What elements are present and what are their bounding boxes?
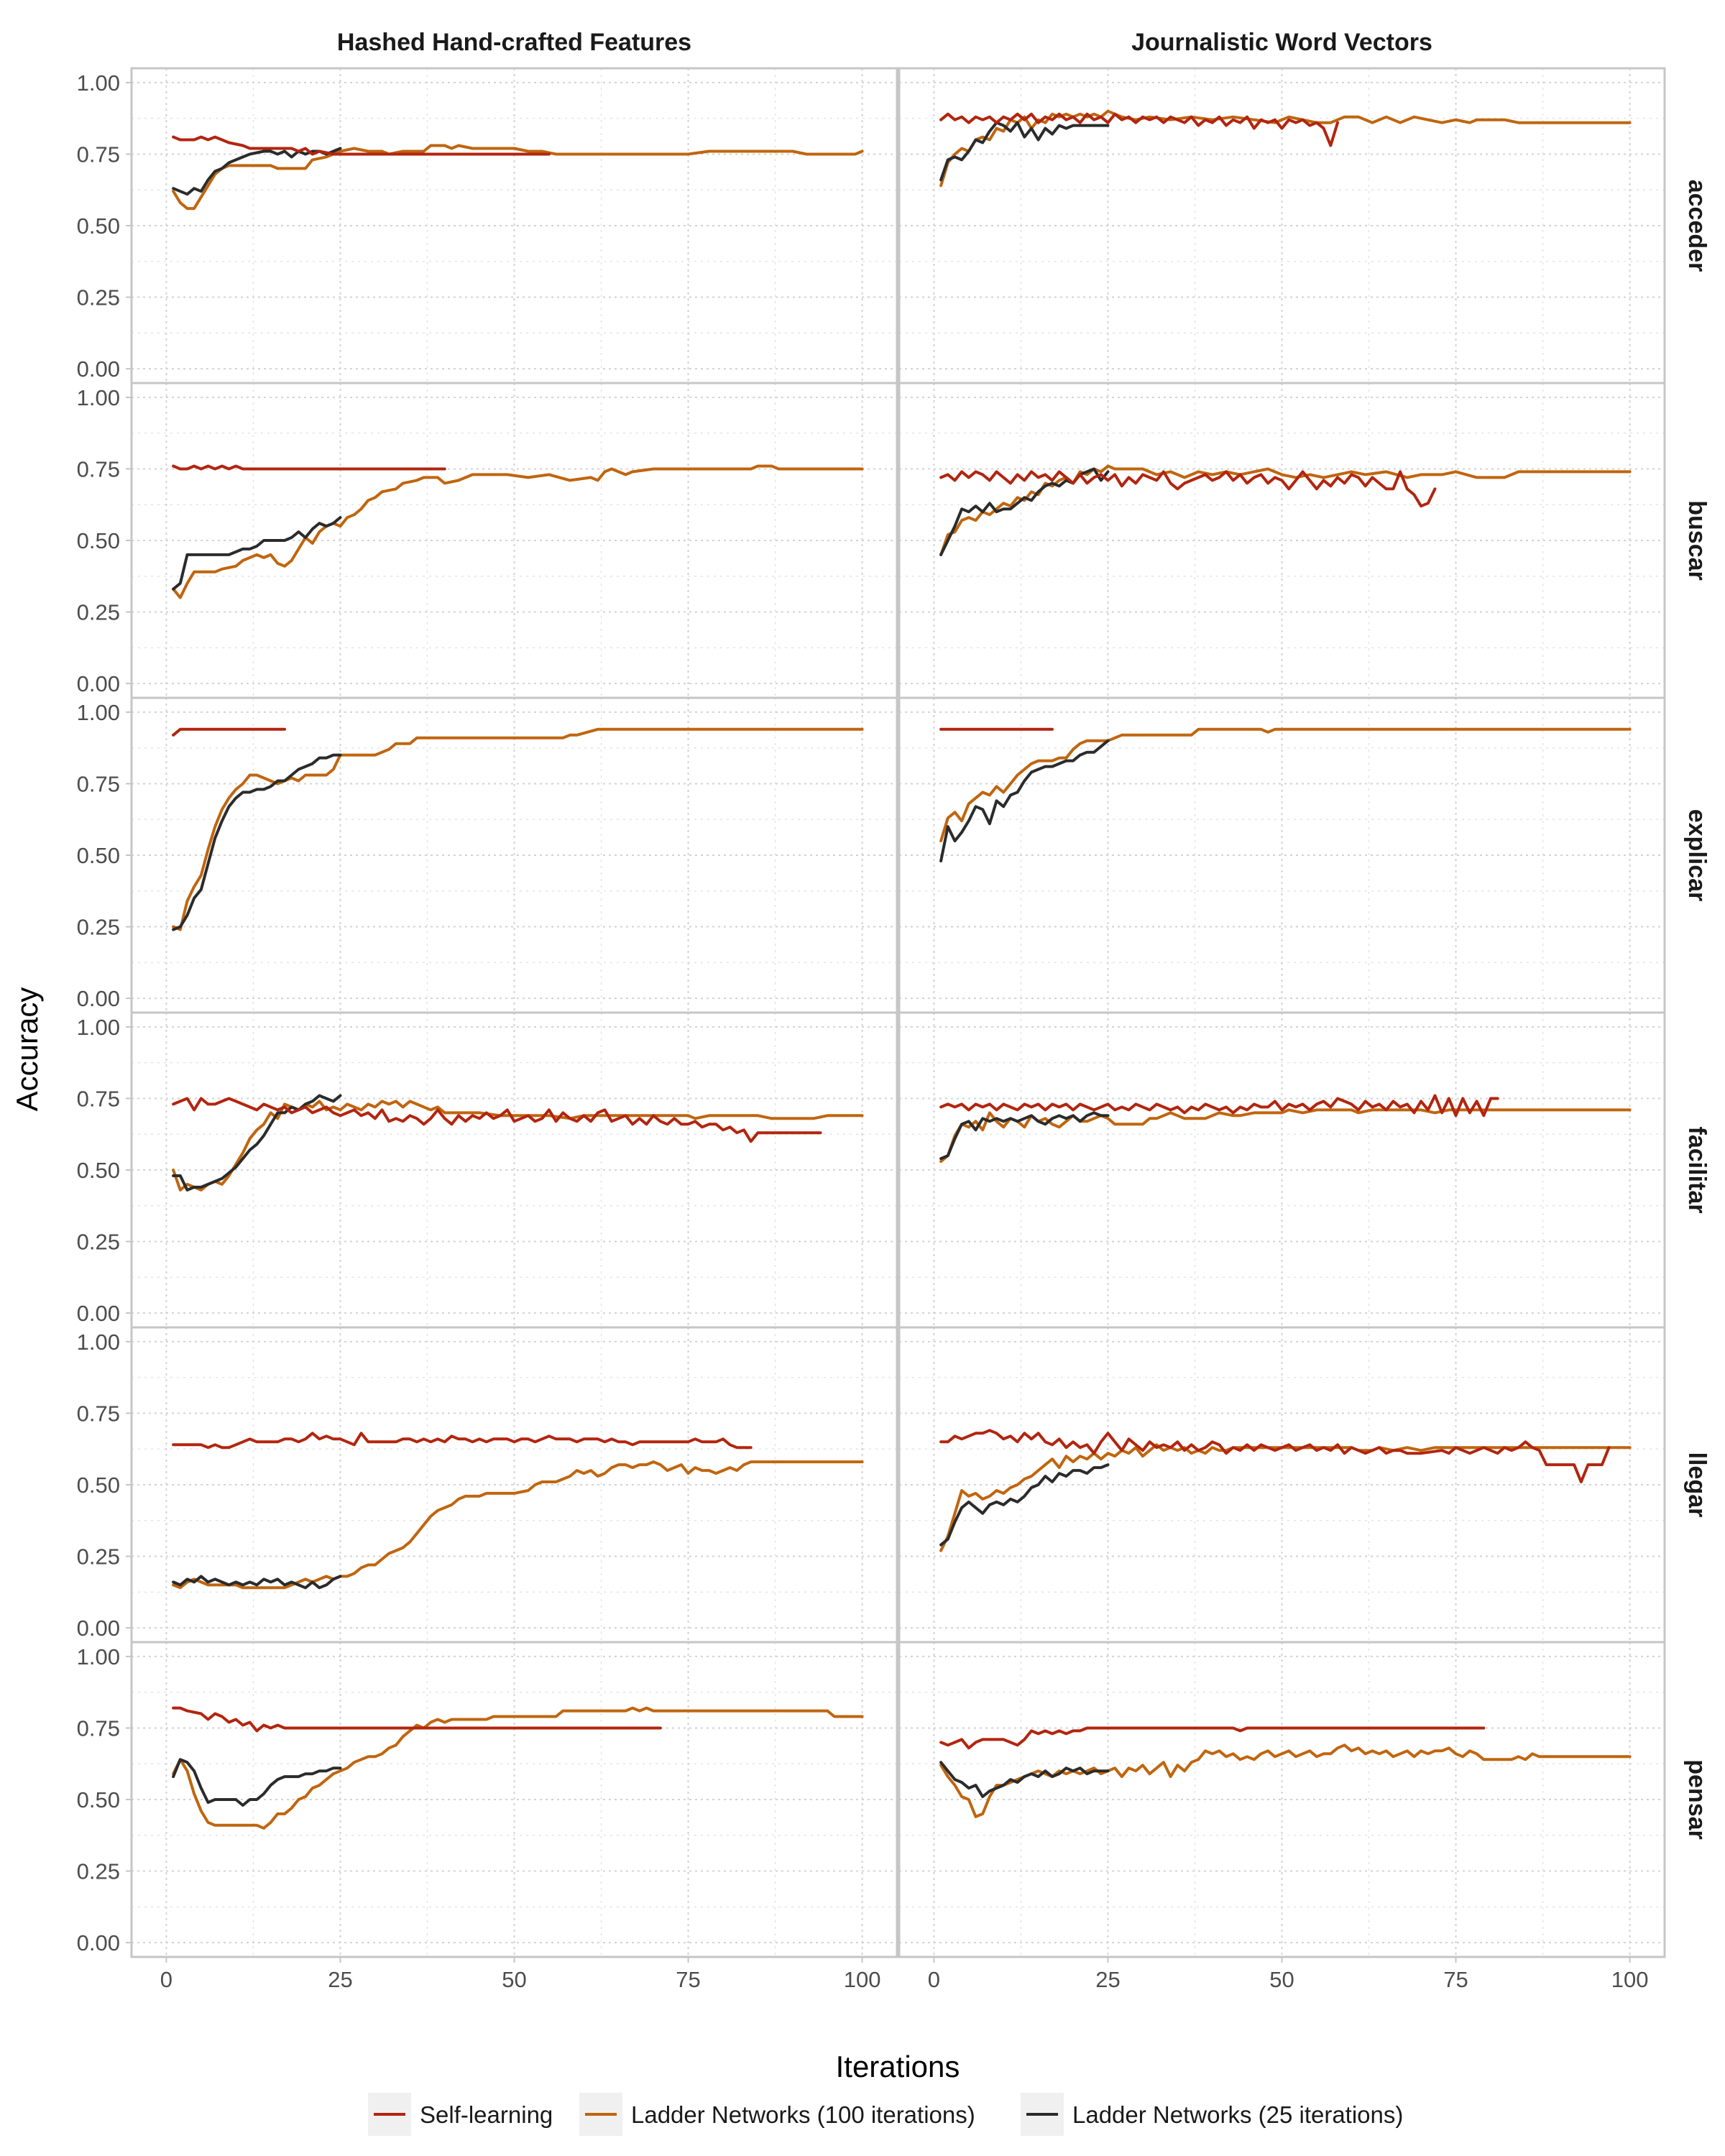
series-line-ladder-25: [939, 1111, 1110, 1161]
panel-explicar-journalistic: [898, 696, 1666, 1014]
panel-facilitar-hashed: [130, 1011, 898, 1329]
y-tick-label: 0.25: [77, 600, 120, 625]
y-tick-label: 1.00: [77, 70, 120, 96]
series-line-ladder-25: [172, 753, 342, 931]
panel-pensar-hashed: [130, 1641, 898, 1958]
y-tick-label: 0.00: [77, 1616, 120, 1641]
series-line-ladder-25: [172, 1094, 342, 1192]
series-line-ladder-100: [939, 109, 1632, 188]
y-tick-label: 1.00: [77, 1644, 120, 1669]
y-tick-label: 1.00: [77, 385, 120, 410]
y-tick-label: 0.50: [77, 528, 120, 553]
y-tick-label: 0.75: [77, 1086, 120, 1111]
legend-item: Ladder Networks (100 iterations): [579, 2093, 975, 2136]
series-line-ladder-25: [939, 121, 1110, 182]
series-line-self-learning: [172, 727, 286, 737]
x-tick-label: 50: [502, 1967, 526, 1992]
series-line-ladder-25: [172, 1758, 342, 1807]
y-tick-label: 0.25: [77, 1230, 120, 1255]
panel-explicar-hashed: [130, 696, 898, 1014]
series-line-self-learning: [939, 112, 1339, 147]
y-tick-label: 0.00: [77, 1930, 120, 1955]
x-tick-label: 50: [1269, 1967, 1294, 1992]
row-title: acceder: [1683, 180, 1711, 272]
series-line-self-learning: [939, 1726, 1486, 1750]
legend: Self-learning Ladder Networks (100 iterat…: [368, 2093, 1403, 2136]
y-tick-label: 0.50: [77, 1158, 120, 1183]
y-tick-label: 0.75: [77, 142, 120, 167]
legend-label: Ladder Networks (100 iterations): [631, 2101, 975, 2128]
y-tick-label: 0.25: [77, 1859, 120, 1884]
series-line-ladder-25: [172, 516, 342, 591]
column-title: Hashed Hand-crafted Features: [337, 29, 691, 56]
legend-label: Self-learning: [420, 2101, 553, 2128]
column-title: Journalistic Word Vectors: [1131, 29, 1432, 56]
row-title: facilitar: [1683, 1127, 1711, 1214]
y-tick-label: 0.00: [77, 986, 120, 1011]
legend-item: Ladder Networks (25 iterations): [1021, 2093, 1403, 2136]
series-line-self-learning: [939, 1094, 1499, 1118]
y-tick-label: 0.00: [77, 1301, 120, 1326]
panel-facilitar-journalistic: [898, 1011, 1666, 1329]
series-line-self-learning: [939, 470, 1437, 508]
y-tick-label: 0.75: [77, 1715, 120, 1741]
series-line-ladder-25: [172, 1575, 342, 1590]
row-title: explicar: [1683, 809, 1711, 902]
y-tick-label: 0.50: [77, 1787, 120, 1812]
y-tick-label: 0.75: [77, 456, 120, 482]
panel-llegar-journalistic: [898, 1326, 1666, 1644]
y-tick-label: 0.50: [77, 213, 120, 239]
legend-label: Ladder Networks (25 iterations): [1072, 2101, 1403, 2128]
row-title: llegar: [1683, 1452, 1711, 1518]
y-tick-label: 0.50: [77, 843, 120, 868]
x-tick-label: 100: [844, 1967, 881, 1992]
y-tick-label: 1.00: [77, 1330, 120, 1355]
panel-buscar-journalistic: [898, 382, 1666, 699]
row-title: pensar: [1683, 1759, 1711, 1840]
y-tick-label: 0.00: [77, 356, 120, 382]
y-tick-label: 0.25: [77, 1544, 120, 1570]
series-line-self-learning: [172, 1097, 822, 1143]
x-tick-label: 25: [328, 1967, 352, 1992]
series-line-ladder-25: [939, 1761, 1110, 1798]
series-line-self-learning: [172, 1432, 753, 1450]
x-tick-label: 75: [1443, 1967, 1468, 1992]
x-tick-label: 100: [1611, 1967, 1649, 1992]
series-line-ladder-25: [939, 739, 1110, 862]
series-line-ladder-100: [172, 1460, 864, 1590]
series-line-ladder-100: [939, 727, 1632, 843]
series-line-self-learning: [172, 1706, 662, 1733]
x-tick-label: 25: [1095, 1967, 1120, 1992]
panel-acceder-journalistic: [898, 67, 1666, 384]
x-tick-label: 0: [160, 1967, 172, 1992]
y-tick-label: 0.75: [77, 1401, 120, 1426]
panel-buscar-hashed: [130, 382, 898, 699]
series-line-ladder-100: [172, 1706, 864, 1830]
y-tick-label: 0.00: [77, 671, 120, 696]
series-line-self-learning: [939, 1429, 1611, 1483]
series-line-ladder-25: [939, 1463, 1110, 1547]
panel-acceder-hashed: [130, 67, 898, 384]
y-tick-label: 0.50: [77, 1473, 120, 1498]
legend-item: Self-learning: [368, 2093, 553, 2136]
x-axis-label: Iterations: [836, 2050, 960, 2083]
y-axis-label: Accuracy: [10, 987, 44, 1112]
y-tick-label: 1.00: [77, 700, 120, 725]
row-title: buscar: [1683, 500, 1711, 581]
x-tick-label: 75: [676, 1967, 700, 1992]
series-line-ladder-100: [939, 1743, 1632, 1818]
series-line-self-learning: [172, 135, 551, 156]
series-line-ladder-100: [172, 464, 864, 599]
y-tick-label: 0.25: [77, 915, 120, 940]
panel-pensar-journalistic: [898, 1641, 1666, 1958]
y-tick-label: 0.25: [77, 285, 120, 310]
x-tick-label: 0: [928, 1967, 940, 1992]
panel-llegar-hashed: [130, 1326, 898, 1644]
y-tick-label: 0.75: [77, 771, 120, 796]
y-tick-label: 1.00: [77, 1015, 120, 1040]
series-line-self-learning: [172, 464, 446, 471]
series-line-ladder-25: [172, 147, 342, 196]
series-line-ladder-100: [939, 464, 1632, 556]
